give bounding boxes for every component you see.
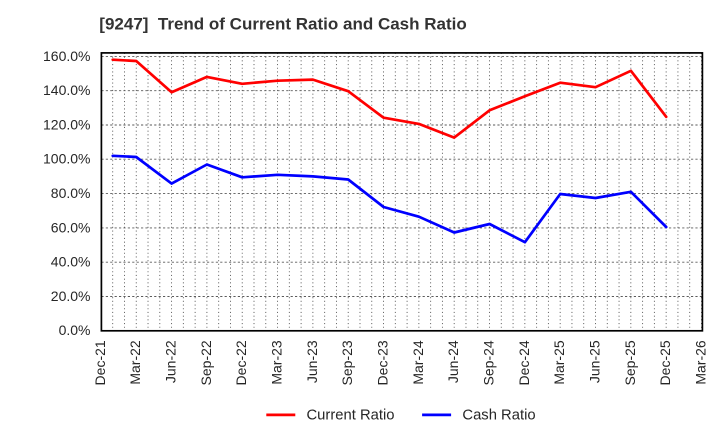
svg-text:Jun-24: Jun-24 bbox=[445, 340, 461, 383]
svg-text:Dec-25: Dec-25 bbox=[657, 340, 673, 385]
svg-text:Mar-24: Mar-24 bbox=[410, 340, 426, 385]
svg-text:Mar-25: Mar-25 bbox=[551, 340, 567, 385]
svg-text:20.0%: 20.0% bbox=[51, 288, 91, 304]
svg-text:Jun-25: Jun-25 bbox=[587, 340, 603, 383]
svg-text:Sep-23: Sep-23 bbox=[339, 340, 355, 385]
svg-text:160.0%: 160.0% bbox=[43, 48, 90, 64]
svg-text:120.0%: 120.0% bbox=[43, 116, 90, 132]
svg-text:80.0%: 80.0% bbox=[51, 185, 91, 201]
svg-text:Mar-26: Mar-26 bbox=[692, 340, 708, 385]
svg-text:Dec-23: Dec-23 bbox=[375, 340, 391, 385]
svg-text:60.0%: 60.0% bbox=[51, 219, 91, 235]
svg-text:Dec-22: Dec-22 bbox=[233, 340, 249, 385]
svg-text:Sep-24: Sep-24 bbox=[481, 340, 497, 385]
svg-text:Mar-22: Mar-22 bbox=[127, 340, 143, 385]
svg-text:Dec-21: Dec-21 bbox=[92, 340, 108, 385]
svg-text:[9247] Trend of Current Ratio: [9247] Trend of Current Ratio and Cash R… bbox=[99, 14, 466, 33]
svg-text:Jun-23: Jun-23 bbox=[304, 340, 320, 383]
svg-text:Sep-22: Sep-22 bbox=[198, 340, 214, 385]
svg-text:Cash Ratio: Cash Ratio bbox=[462, 408, 535, 424]
svg-text:Sep-25: Sep-25 bbox=[622, 340, 638, 385]
svg-text:Jun-22: Jun-22 bbox=[163, 340, 179, 383]
svg-text:100.0%: 100.0% bbox=[43, 151, 90, 167]
svg-text:40.0%: 40.0% bbox=[51, 254, 91, 270]
svg-text:0.0%: 0.0% bbox=[59, 322, 91, 338]
svg-text:140.0%: 140.0% bbox=[43, 82, 90, 98]
svg-text:Dec-24: Dec-24 bbox=[516, 340, 532, 385]
svg-text:Current Ratio: Current Ratio bbox=[307, 408, 395, 424]
svg-text:Mar-23: Mar-23 bbox=[269, 340, 285, 385]
